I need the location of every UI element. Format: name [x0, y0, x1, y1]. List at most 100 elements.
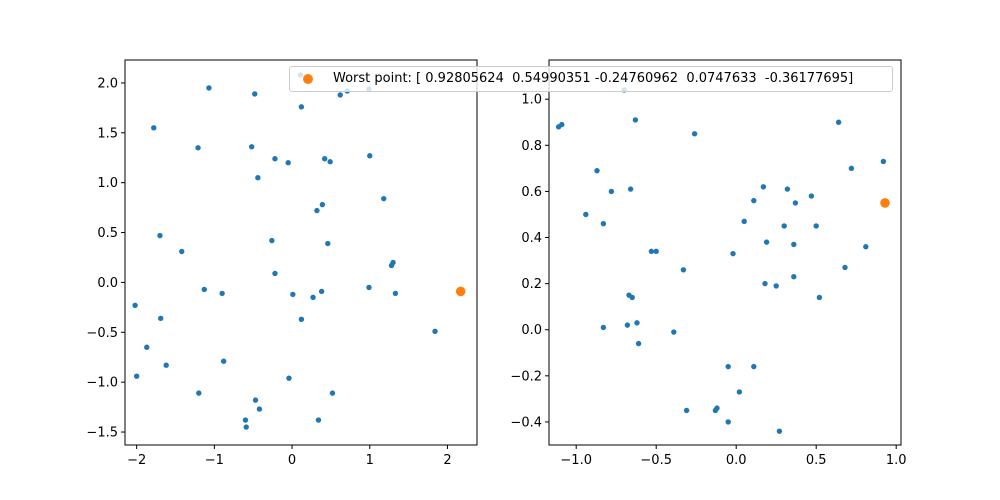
data-point	[808, 193, 815, 199]
x-tick-label: 1.0	[886, 453, 907, 468]
data-point	[600, 324, 607, 331]
data-point	[594, 167, 600, 174]
data-point	[144, 344, 150, 350]
data-point	[163, 362, 169, 368]
data-point	[298, 104, 305, 110]
data-point	[298, 316, 305, 323]
x-tick-label: −2	[127, 453, 146, 468]
data-point	[816, 294, 823, 301]
y-tick-label: 2.0	[97, 76, 118, 91]
data-point	[608, 188, 615, 195]
data-point	[629, 294, 635, 301]
y-tick-label: 0.4	[521, 231, 542, 246]
y-tick-label: −1.0	[86, 376, 118, 391]
data-point	[325, 240, 331, 247]
data-point	[195, 145, 201, 151]
data-point	[242, 417, 249, 423]
data-point	[252, 91, 258, 97]
y-tick-label: 1.0	[97, 176, 118, 191]
data-point	[714, 405, 720, 411]
data-point	[381, 195, 387, 202]
data-point	[310, 294, 316, 301]
data-point	[290, 291, 296, 298]
x-tick-label: 0.5	[806, 453, 827, 468]
data-point	[327, 159, 333, 165]
data-point	[880, 158, 887, 165]
data-point	[773, 283, 779, 289]
data-point	[751, 197, 757, 204]
data-point	[243, 424, 249, 430]
x-tick-label: −0.5	[640, 453, 672, 468]
data-point	[151, 125, 157, 131]
data-point	[319, 201, 326, 208]
y-tick-label: 0.8	[521, 139, 542, 154]
data-point	[321, 156, 328, 162]
data-point	[725, 363, 731, 370]
data-point	[741, 218, 747, 225]
y-tick-label: 1.0	[521, 93, 542, 108]
left-scatter-plot: −2 −1 0 1 2 −1.5 −1.0 −0.5 0.0 0.5 1.0 1.5 2.0	[86, 59, 478, 468]
x-tick-label: −1.0	[560, 453, 592, 468]
data-point	[624, 322, 631, 328]
data-point	[835, 119, 842, 125]
data-point	[179, 248, 185, 255]
data-point	[736, 389, 743, 395]
right-scatter-plot: −1.0 −0.5 0.0 0.5 1.0 −0.4 −0.2 0.0 0.2 0.4 0.6 0.8…	[510, 59, 907, 468]
data-point	[842, 264, 848, 271]
data-point	[220, 358, 227, 364]
y-tick-label: 0.5	[97, 226, 118, 241]
data-point	[132, 302, 138, 309]
y-tick-label: 0.0	[97, 276, 118, 291]
data-point	[813, 223, 819, 229]
y-tick-label: 0.6	[521, 185, 542, 200]
data-point	[157, 232, 163, 239]
data-point	[730, 250, 736, 257]
data-point	[367, 153, 373, 159]
worst-point	[455, 286, 466, 297]
data-point	[848, 165, 855, 172]
data-point	[792, 200, 799, 206]
data-point	[219, 290, 225, 297]
data-point	[671, 329, 677, 335]
data-point	[791, 274, 797, 280]
data-point	[248, 144, 255, 150]
worst-point	[880, 198, 890, 208]
y-tick-label: 1.5	[97, 126, 118, 141]
data-point	[600, 220, 607, 227]
data-point	[762, 280, 768, 287]
data-point	[158, 315, 164, 322]
data-point	[314, 207, 320, 214]
worst-point-legend-marker	[303, 74, 313, 84]
data-point	[683, 407, 690, 414]
x-tick-label: 0	[288, 453, 296, 468]
data-point	[653, 248, 659, 255]
data-point	[635, 340, 642, 347]
data-point	[201, 286, 207, 293]
x-tick-label: 0.0	[726, 453, 747, 468]
y-tick-label: 0.2	[521, 277, 542, 292]
data-point	[329, 390, 336, 396]
data-point	[781, 223, 787, 229]
data-point	[285, 160, 291, 166]
data-point	[432, 328, 438, 334]
data-point	[863, 244, 869, 250]
data-point	[256, 406, 263, 412]
data-point	[255, 174, 261, 181]
data-point	[315, 417, 322, 423]
data-point	[390, 259, 396, 266]
data-point	[392, 290, 399, 297]
data-point	[776, 428, 783, 434]
data-point	[559, 121, 565, 128]
data-point	[751, 363, 757, 370]
axes-frame	[124, 59, 478, 446]
data-point	[763, 239, 770, 245]
data-point	[791, 241, 797, 248]
data-point	[760, 184, 767, 190]
y-tick-label: −0.4	[510, 415, 542, 430]
data-point	[632, 117, 639, 123]
data-point	[583, 211, 589, 218]
data-point	[318, 288, 325, 295]
data-point	[680, 267, 687, 273]
data-point	[634, 320, 640, 326]
